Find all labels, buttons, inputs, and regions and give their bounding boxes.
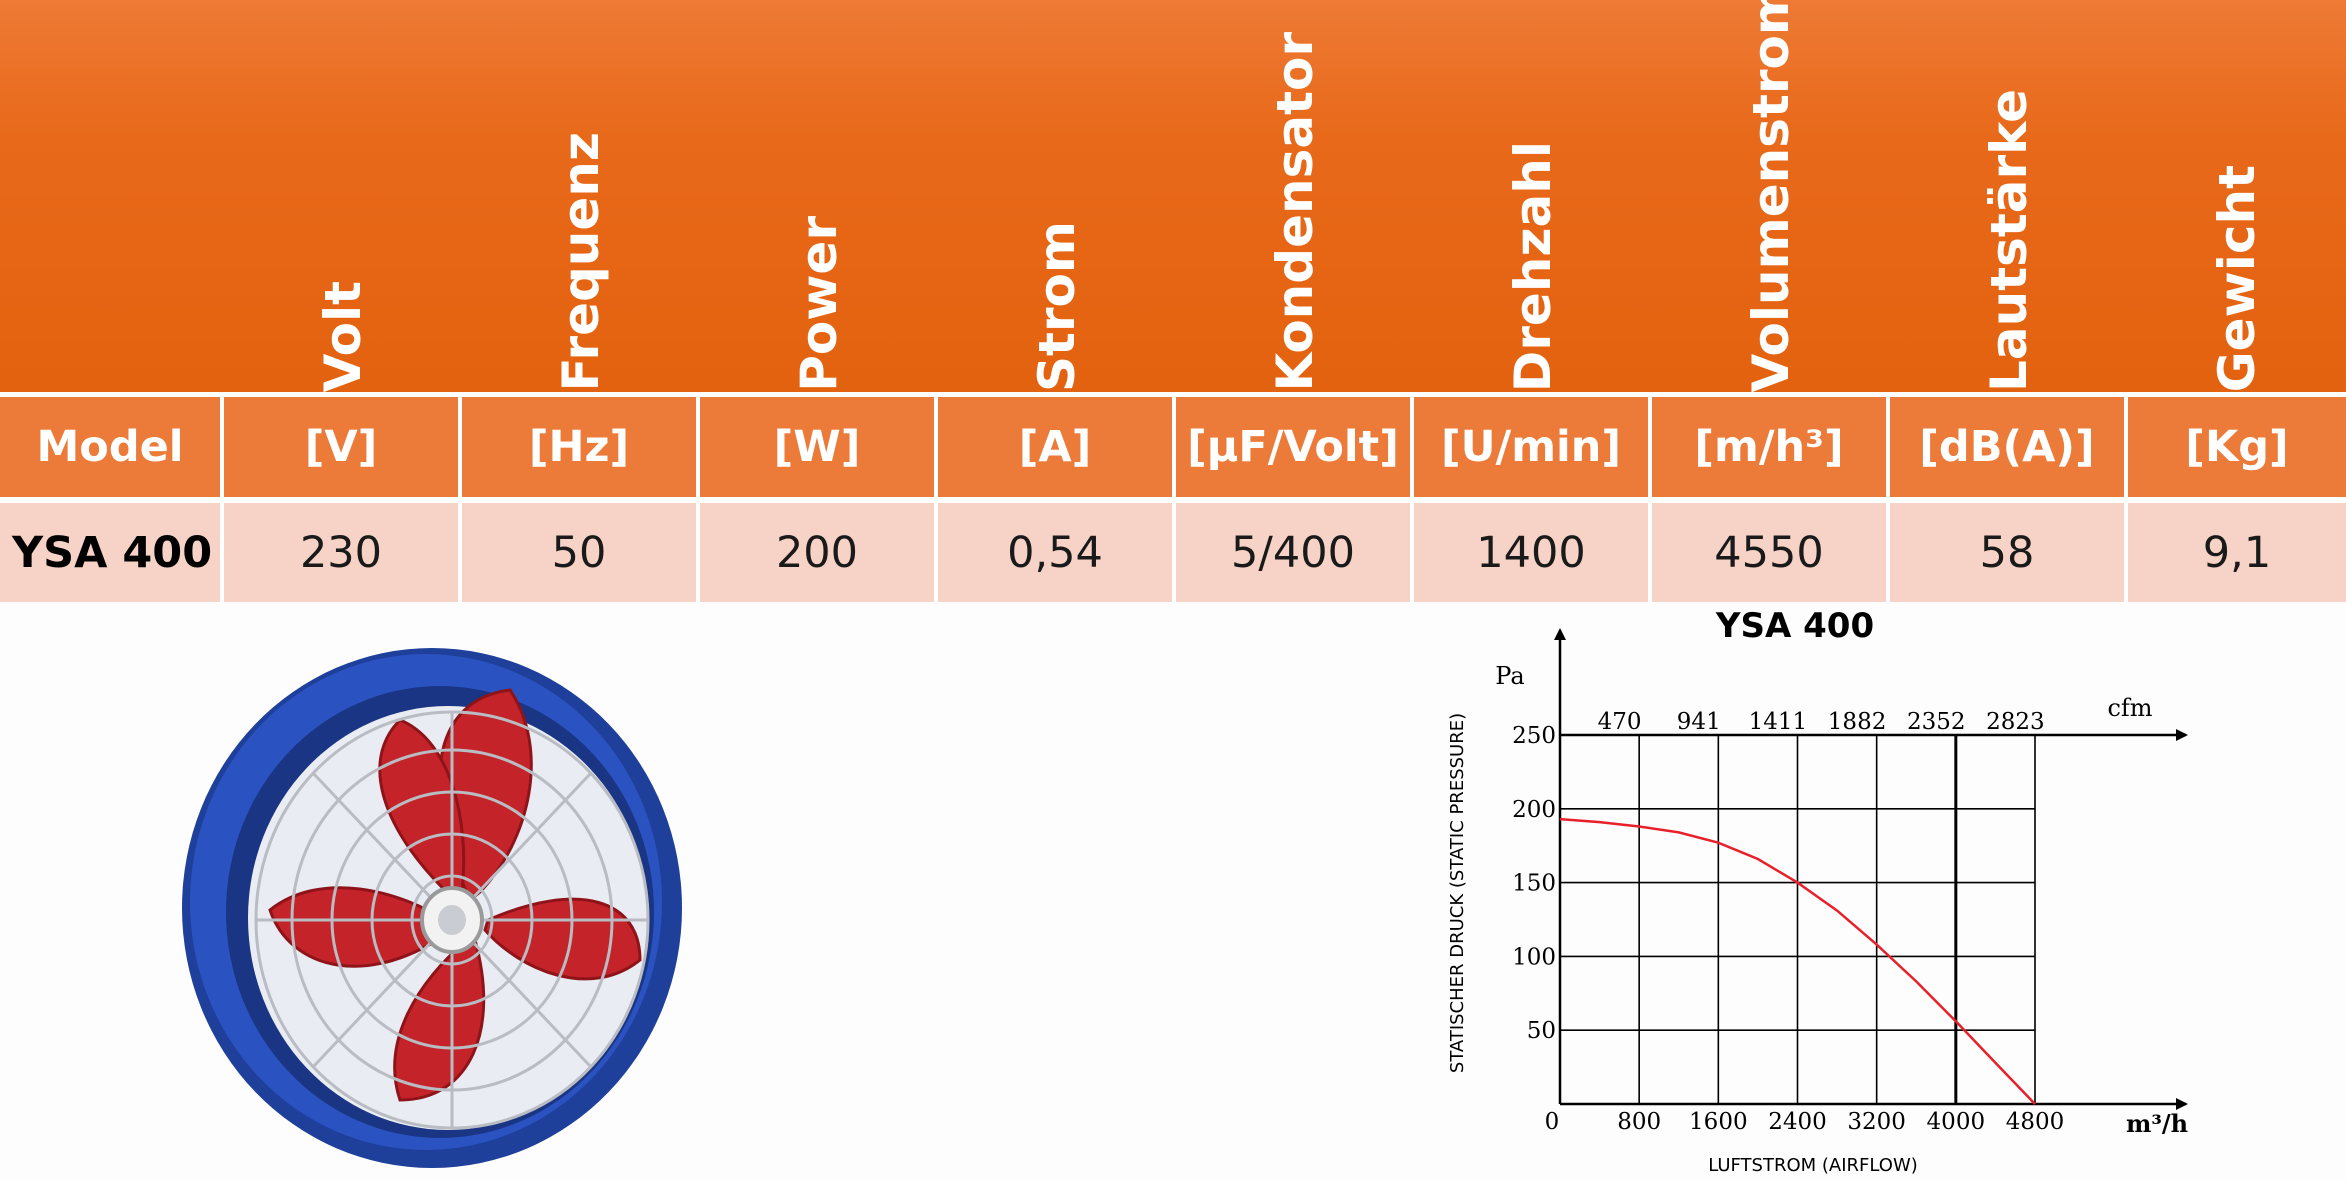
x2-unit-label: cfm [2107, 694, 2152, 722]
chart-series [1559, 817, 2036, 1105]
x-tick-label: 800 [1617, 1109, 1661, 1135]
chart-ticks: 250 200 150 100 50 0 800 1600 2400 3200 4000 4800 47… [1512, 709, 2064, 1135]
units-cell: [U/min] [1414, 397, 1652, 497]
column-header-strom: Strom [1028, 220, 1086, 392]
units-cell: [Kg] [2128, 397, 2346, 497]
units-cell: [W] [700, 397, 938, 497]
units-cell: [m/h³] [1652, 397, 1890, 497]
value-cell: 9,1 [2128, 503, 2346, 602]
value-cell: 50 [462, 503, 700, 602]
x-tick-label: 0 [1545, 1109, 1560, 1135]
x-tick-label: 4000 [1927, 1109, 1986, 1135]
axial-fan-icon [170, 630, 690, 1170]
y-tick-label: 100 [1512, 944, 1556, 970]
x-tick-label: 1600 [1689, 1109, 1748, 1135]
performance-chart-svg: 250 200 150 100 50 0 800 1600 2400 3200 4000 4800 47… [1447, 606, 2188, 1176]
value-cell: 1400 [1414, 503, 1652, 602]
table-row: YSA 400 230 50 200 0,54 5/400 1400 4550 … [0, 503, 2346, 602]
table-header-band [0, 0, 2346, 392]
column-header-kondensator: Kondensator [1266, 32, 1324, 392]
units-cell: [Hz] [462, 397, 700, 497]
x2-tick-label: 941 [1677, 709, 1721, 735]
value-cell: 58 [1890, 503, 2128, 602]
x2-tick-label: 2352 [1907, 709, 1966, 735]
column-header-lautstaerke: Lautstärke [1980, 89, 2038, 392]
units-cell: [dB(A)] [1890, 397, 2128, 497]
value-cell: 200 [700, 503, 938, 602]
column-header-volt: Volt [314, 280, 372, 392]
x-tick-label: 3200 [1847, 1109, 1906, 1135]
divider [0, 497, 2346, 503]
x-tick-label: 4800 [2006, 1109, 2065, 1135]
x-axis-label: LUFTSTROM (AIRFLOW) [1708, 1155, 1918, 1176]
x-tick-label: 2400 [1768, 1109, 1827, 1135]
x2-tick-label: 2823 [1986, 709, 2045, 735]
y-unit-label: Pa [1495, 662, 1524, 690]
column-header-gewicht: Gewicht [2208, 164, 2266, 392]
column-header-power: Power [790, 216, 848, 392]
y-tick-label: 250 [1512, 723, 1556, 749]
x2-tick-label: 470 [1598, 709, 1642, 735]
y-tick-label: 50 [1527, 1018, 1556, 1044]
divider [0, 392, 2346, 397]
y-tick-label: 200 [1512, 797, 1556, 823]
value-cell: 230 [224, 503, 462, 602]
units-cell: [V] [224, 397, 462, 497]
x2-tick-label: 1411 [1749, 709, 1808, 735]
x-unit-label: m³/h [2126, 1109, 2188, 1138]
x2-tick-label: 1882 [1828, 709, 1887, 735]
y-tick-label: 150 [1512, 871, 1556, 897]
spec-table: Volt Frequenz Power Strom Kondensator Dr… [0, 0, 2346, 602]
y-axis-label: STATISCHER DRUCK (STATIC PRESSURE) [1447, 713, 1468, 1073]
chart-axes [1554, 628, 2188, 1110]
units-cell: [A] [938, 397, 1176, 497]
chart-title: YSA 400 [1715, 606, 1874, 646]
performance-curve [1559, 817, 2036, 1105]
units-row: Model [V] [Hz] [W] [A] [µF/Volt] [U/min]… [0, 397, 2346, 497]
column-header-volumenstrom: Volumenstrom [1742, 0, 1800, 392]
units-cell: [µF/Volt] [1176, 397, 1414, 497]
performance-chart: 250 200 150 100 50 0 800 1600 2400 3200 4000 4800 47… [1430, 605, 2230, 1176]
model-cell: YSA 400 [0, 503, 224, 602]
value-cell: 5/400 [1176, 503, 1414, 602]
units-cell: Model [0, 397, 224, 497]
value-cell: 4550 [1652, 503, 1890, 602]
column-header-drehzahl: Drehzahl [1504, 140, 1562, 392]
value-cell: 0,54 [938, 503, 1176, 602]
column-header-frequenz: Frequenz [552, 132, 610, 392]
chart-grid [1560, 734, 2036, 1104]
